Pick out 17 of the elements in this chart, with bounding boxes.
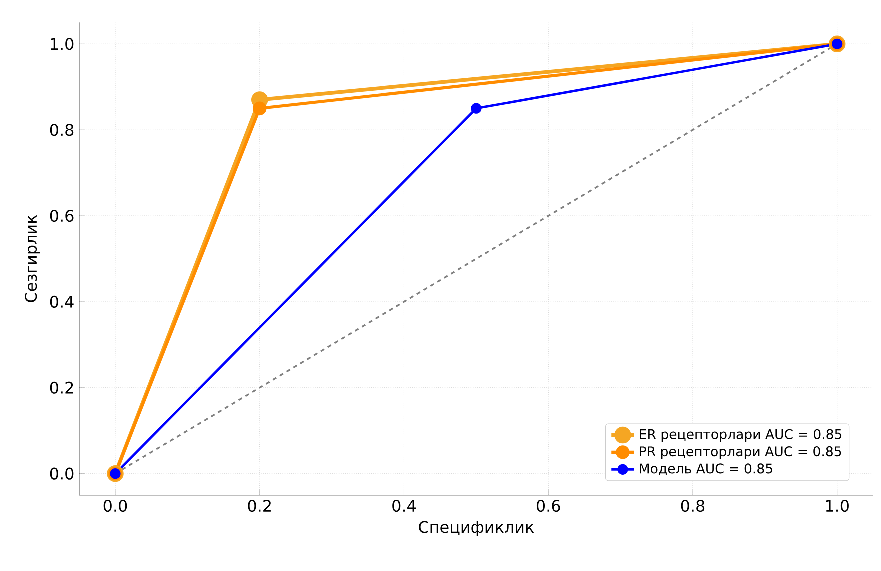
x-axis-title: Спецификлик bbox=[419, 521, 534, 536]
legend-label: PR рецепторлари AUC = 0.85 bbox=[640, 446, 842, 460]
x-tick-label: 0.4 bbox=[392, 500, 416, 512]
y-tick-label: 0.0 bbox=[50, 468, 74, 480]
legend-label: Модель AUC = 0.85 bbox=[640, 464, 772, 476]
x-tick-label: 0.8 bbox=[681, 500, 705, 512]
y-axis-title: Сезгирлик bbox=[25, 215, 40, 302]
y-tick-label: 0.2 bbox=[50, 382, 74, 394]
x-tick-label: 1.0 bbox=[826, 500, 849, 512]
y-tick-label: 0.8 bbox=[50, 124, 74, 136]
x-tick-label: 0.6 bbox=[536, 500, 560, 512]
y-tick-label: 0.6 bbox=[50, 210, 74, 222]
y-tick-label: 0.4 bbox=[50, 296, 74, 308]
x-tick-label: 0.2 bbox=[248, 500, 271, 512]
x-tick-label: 0.0 bbox=[104, 500, 128, 512]
legend-label: ER рецепторлари AUC = 0.85 bbox=[640, 429, 842, 442]
y-tick-label: 1.0 bbox=[51, 38, 74, 50]
